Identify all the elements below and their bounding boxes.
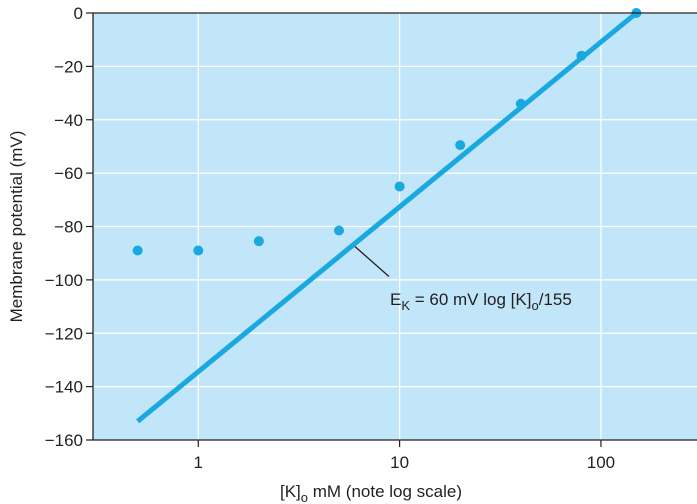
y-axis-title: Membrane potential (mV) [7, 131, 26, 323]
y-tick-label: −60 [54, 164, 83, 183]
data-point [515, 98, 526, 109]
x-tick-label: 10 [390, 453, 409, 472]
theoretical-line-group [136, 11, 638, 424]
theoretical-line [136, 11, 638, 424]
annotation-pointer [354, 246, 390, 278]
data-point [253, 236, 264, 247]
x-axis-title: [K]o mM (note log scale) [280, 482, 462, 504]
y-tick-label: −160 [45, 431, 83, 450]
y-tick-label: −80 [54, 218, 83, 237]
data-point [333, 225, 344, 236]
x-tick-label: 100 [587, 453, 615, 472]
y-tick-label: 0 [74, 4, 83, 23]
data-points-group [132, 8, 642, 256]
equation-label: EK = 60 mV log [K]o/155 [390, 290, 572, 313]
y-tick-label: −120 [45, 324, 83, 343]
y-tick-label: −20 [54, 57, 83, 76]
data-point [576, 50, 587, 61]
data-point [132, 245, 143, 256]
y-tick-label: −140 [45, 378, 83, 397]
data-point [394, 181, 405, 192]
x-tick-label: 1 [194, 453, 203, 472]
y-tick-label: −100 [45, 271, 83, 290]
data-point [193, 245, 204, 256]
axes: 0 −20 −40 −60 −80 −100 −120 −140 −160 1 10 100 Membr… [7, 4, 697, 504]
grid-lines [93, 12, 697, 440]
y-tick-label: −40 [54, 111, 83, 130]
data-point [455, 140, 466, 151]
equation-annotation: EK = 60 mV log [K]o/155 [354, 246, 572, 313]
